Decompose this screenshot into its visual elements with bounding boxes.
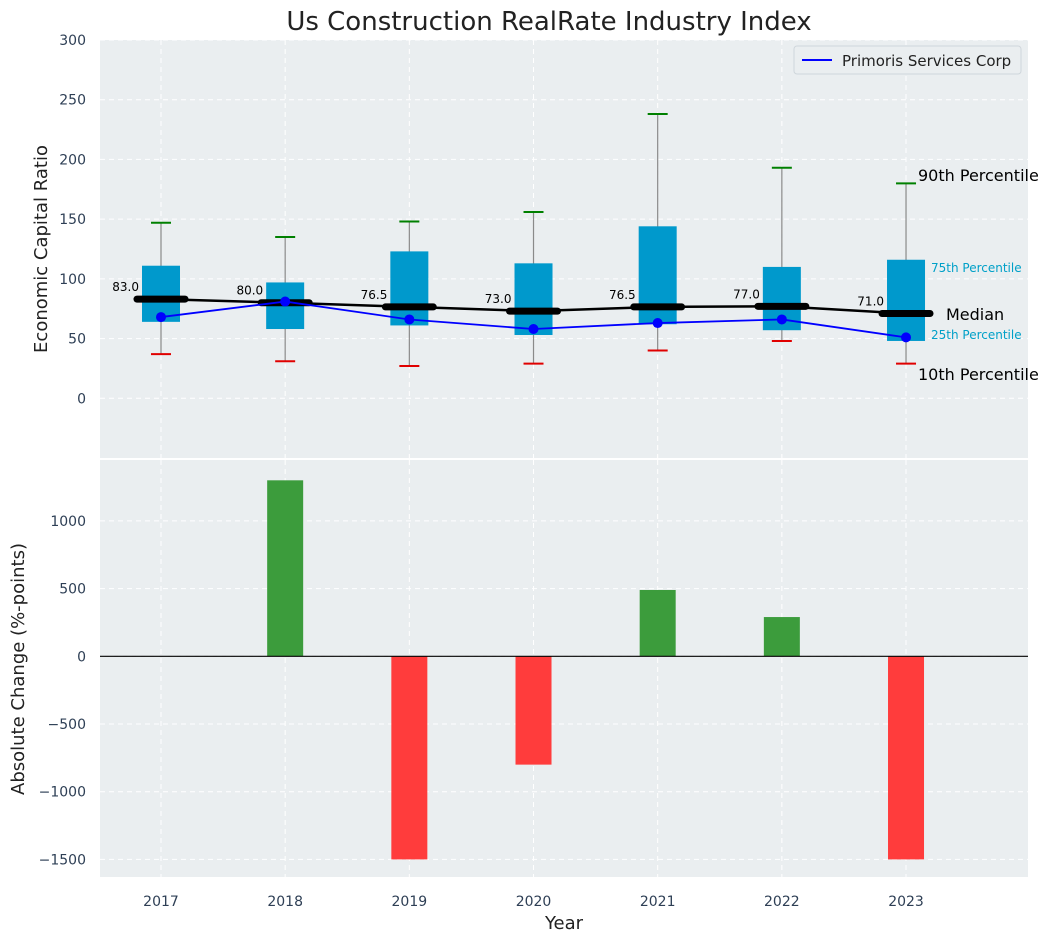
top-y-tick-label: 50 (68, 332, 86, 348)
top-y-tick-label: 0 (77, 391, 86, 407)
company-series-point (652, 318, 663, 329)
x-tick-label: 2020 (516, 894, 552, 910)
iqr-box (514, 263, 553, 335)
top-y-tick-label: 150 (59, 212, 86, 228)
median-data-label: 77.0 (733, 287, 760, 301)
legend-box (793, 45, 1022, 75)
x-tick-label: 2019 (392, 894, 428, 910)
annotation-10th: 10th Percentile (918, 365, 1039, 384)
x-tick-label: 2018 (267, 894, 303, 910)
legend: Primoris Services Corp (793, 45, 1022, 75)
bottom-y-tick-label: −1500 (39, 852, 86, 868)
median-data-label: 80.0 (236, 284, 263, 298)
iqr-box (887, 259, 926, 341)
bottom-y-axis-label: Absolute Change (%-points) (8, 543, 29, 795)
annotation-25th: 25th Percentile (931, 328, 1022, 342)
annotation-90th: 90th Percentile (918, 166, 1039, 185)
bottom-y-tick-label: 0 (77, 649, 86, 665)
change-bar-negative (391, 656, 428, 860)
top-y-tick-label: 250 (59, 93, 86, 109)
change-bar-positive (763, 617, 800, 657)
bottom-y-tick-label: −500 (48, 717, 86, 733)
annotation-median: Median (946, 305, 1004, 324)
top-y-tick-label: 300 (59, 33, 86, 49)
top-panel: 0 50 100 150 200 250 300 83.0 80.0 76.5 73.0 76.5 77… (59, 33, 1028, 458)
top-y-tick-label: 100 (59, 272, 86, 288)
median-data-label: 73.0 (485, 292, 512, 306)
top-y-axis-label: Economic Capital Ratio (31, 145, 52, 353)
bottom-y-tick-label: −1000 (39, 785, 86, 801)
change-bar-negative (515, 656, 552, 765)
top-plot-background (100, 40, 1028, 458)
percentile-annotations: 90th Percentile 75th Percentile Median 2… (918, 166, 1039, 384)
company-series-point (280, 296, 291, 307)
median-data-label: 76.5 (609, 288, 636, 302)
bottom-plot-background (100, 460, 1028, 877)
annotation-75th: 75th Percentile (931, 261, 1022, 275)
change-bar-positive (267, 480, 304, 657)
bottom-panel: −1500 −1000 −500 0 500 1000 2017 2018 2019 2020 20… (39, 460, 1028, 910)
median-data-label: 71.0 (857, 294, 884, 308)
x-axis-label: Year (544, 913, 584, 934)
company-series-point (156, 312, 166, 323)
chart-title: Us Construction RealRate Industry Index (286, 7, 811, 37)
x-tick-label: 2023 (888, 894, 924, 910)
legend-label: Primoris Services Corp (842, 52, 1011, 70)
x-tick-label: 2021 (640, 894, 676, 910)
company-series-point (901, 332, 912, 343)
x-tick-label: 2022 (764, 894, 800, 910)
median-data-label: 76.5 (361, 288, 388, 302)
company-series-point (776, 314, 787, 325)
bottom-y-tick-label: 500 (59, 582, 86, 598)
median-data-label: 83.0 (112, 280, 139, 294)
change-bar-positive (639, 589, 676, 657)
company-series-point (404, 314, 415, 325)
change-bar-negative (888, 656, 925, 860)
iqr-box (390, 251, 429, 326)
bottom-y-tick-label: 1000 (50, 514, 86, 530)
x-tick-label: 2017 (143, 894, 179, 910)
company-series-point (528, 324, 539, 335)
top-y-tick-label: 200 (59, 152, 86, 168)
